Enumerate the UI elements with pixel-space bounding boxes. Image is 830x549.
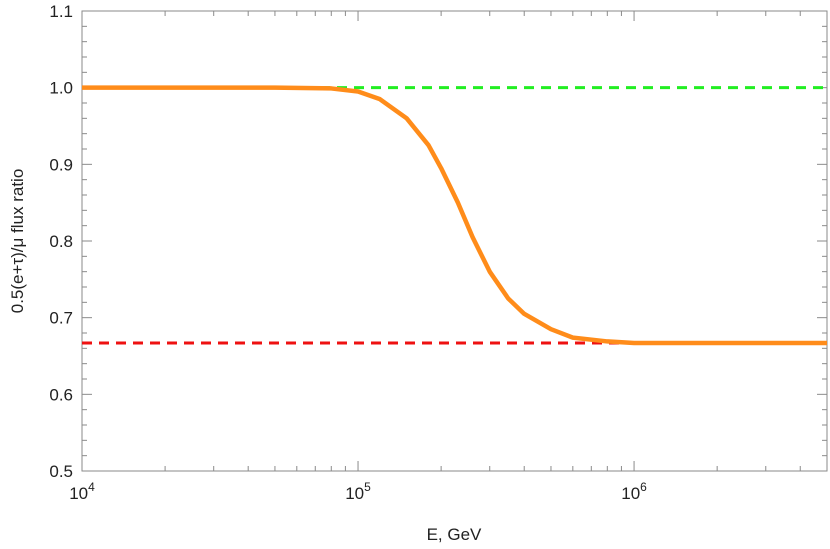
- ratio-curve: [82, 85, 827, 346]
- x-tick-label: 106: [621, 480, 647, 503]
- plot-frame: [81, 10, 828, 472]
- x-tick-label: 104: [69, 480, 95, 503]
- x-tick-label: 105: [345, 480, 371, 503]
- major-ticks: [81, 10, 827, 472]
- y-tick-label: 1.0: [49, 79, 73, 98]
- y-tick-label: 0.5: [49, 462, 73, 481]
- y-tick-label: 0.8: [49, 232, 73, 251]
- y-axis-title: 0.5(e+τ)/μ flux ratio: [8, 169, 27, 314]
- y-tick-label: 0.9: [49, 155, 73, 174]
- y-tick-label: 1.1: [49, 2, 73, 21]
- x-axis-title: E, GeV: [427, 525, 482, 544]
- y-tick-labels: 0.5 0.6 0.7 0.8 0.9 1.0 1.1: [49, 2, 73, 481]
- y-tick-label: 0.7: [49, 309, 73, 328]
- series-layer: [82, 85, 827, 346]
- x-tick-labels: 104 105 106: [69, 480, 647, 503]
- minor-ticks: [82, 11, 828, 471]
- y-tick-label: 0.6: [49, 385, 73, 404]
